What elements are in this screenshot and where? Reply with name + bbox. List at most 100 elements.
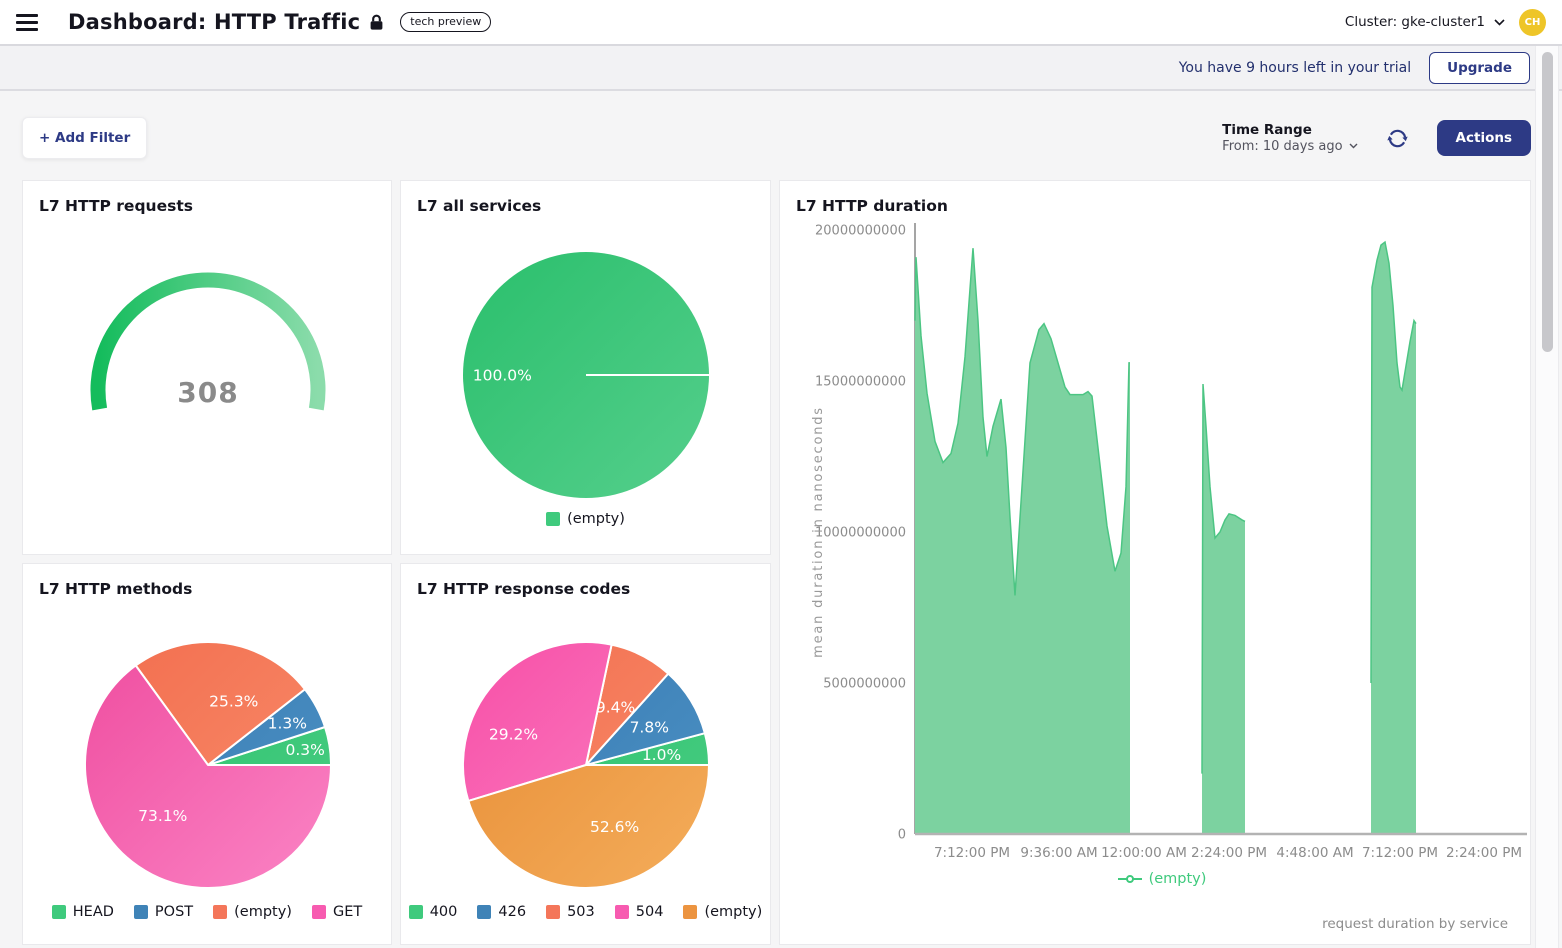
avatar[interactable]: CH [1519,8,1546,36]
legend-item[interactable]: (empty) [546,511,625,527]
legend-item[interactable]: 400 [408,904,458,920]
legend-item[interactable]: (empty) [213,904,292,920]
legend-swatch [133,905,148,919]
lock-icon [369,14,384,31]
tech-preview-badge: tech preview [400,12,492,32]
legend-label: 400 [429,904,458,920]
svg-text:52.6%: 52.6% [590,818,639,836]
panel-http-methods: L7 HTTP methods 0.3% 1.3% 25.3% 73.1% HEAD P… [22,563,392,945]
svg-text:15000000000: 15000000000 [815,375,906,390]
svg-text:4:48:00 AM: 4:48:00 AM [1276,845,1353,861]
svg-text:0: 0 [898,828,906,843]
legend-item[interactable]: (empty) [683,904,762,920]
svg-text:1.0%: 1.0% [642,746,681,764]
svg-text:25.3%: 25.3% [209,693,258,711]
page-title: Dashboard: HTTP Traffic [68,10,361,34]
dashboard-grid: L7 HTTP requests 308 L7 all services 100… [22,180,1562,945]
svg-text:0.3%: 0.3% [285,741,324,759]
legend-item[interactable]: POST [133,904,194,920]
cluster-label: Cluster: gke-cluster1 [1344,14,1485,30]
svg-text:308: 308 [177,376,238,409]
panel-http-requests: L7 HTTP requests 308 [22,180,392,555]
legend-swatch [51,905,66,919]
legend-label: 504 [635,904,664,920]
legend-item[interactable]: 504 [614,904,664,920]
chart-legend: (empty) [417,511,754,527]
panel-title: L7 all services [417,197,542,215]
panel-title: L7 HTTP requests [39,197,193,215]
chart-footnote: request duration by service [1322,916,1508,932]
chevron-down-icon [1494,18,1505,26]
chevron-down-icon [1349,143,1358,149]
legend-label: GET [332,904,363,920]
pie-chart-http-methods: 0.3% 1.3% 25.3% 73.1% [84,641,332,889]
scrollbar-track[interactable] [1535,46,1559,948]
legend-swatch [546,905,561,919]
svg-text:10000000000: 10000000000 [815,526,906,541]
svg-text:73.1%: 73.1% [138,807,187,825]
trial-message: You have 9 hours left in your trial [1178,59,1412,76]
svg-text:5000000000: 5000000000 [823,677,906,692]
cluster-selector[interactable]: Cluster: gke-cluster1 [1345,14,1505,30]
actions-button[interactable]: Actions [1436,120,1531,156]
chart-legend: HEAD POST (empty) GET [39,904,375,920]
filter-toolbar: + Add Filter Time Range From: 10 days ag… [22,117,1562,159]
legend-swatch [311,905,326,919]
panel-title: L7 HTTP response codes [417,580,631,598]
upgrade-button[interactable]: Upgrade [1429,51,1530,84]
legend-item[interactable]: (empty) [1117,871,1207,887]
svg-text:29.2%: 29.2% [489,726,538,744]
trial-banner: You have 9 hours left in your trial Upgr… [0,44,1562,91]
svg-text:2:24:00 PM: 2:24:00 PM [1191,845,1267,861]
svg-text:mean duration in nanoseconds: mean duration in nanoseconds [811,406,826,658]
svg-text:9:36:00 AM: 9:36:00 AM [1020,845,1097,861]
chart-legend: (empty) [796,871,1528,887]
panel-title: L7 HTTP duration [796,197,948,215]
legend-item[interactable]: GET [311,904,363,920]
svg-text:2:24:00 PM: 2:24:00 PM [1446,845,1522,861]
panel-all-services: L7 all services 100.0% (empty) [400,180,771,555]
legend-swatch [477,905,492,919]
time-range-value: From: 10 days ago [1222,138,1343,154]
svg-text:1.3%: 1.3% [268,714,307,732]
panel-title: L7 HTTP methods [39,580,193,598]
legend-item[interactable]: 503 [546,904,595,920]
svg-text:100.0%: 100.0% [473,367,532,385]
panel-response-codes: L7 HTTP response codes 1.0% 7.8% 9.4% 29.2%… [400,563,771,945]
legend-swatch [683,905,698,919]
svg-text:20000000000: 20000000000 [815,224,906,239]
legend-label: (empty) [1148,871,1207,887]
svg-text:7.8%: 7.8% [630,718,669,736]
main-content: + Add Filter Time Range From: 10 days ag… [0,91,1562,945]
legend-item[interactable]: 426 [477,904,526,920]
legend-label: 503 [567,904,595,920]
scrollbar-thumb[interactable] [1542,52,1553,352]
chart-legend: 400 426 503 504 (empty) [408,904,762,920]
pie-chart-all-services: 100.0% [463,252,709,498]
pie-chart-response-codes: 1.0% 7.8% 9.4% 29.2% 52.6% [462,641,710,889]
svg-text:7:12:00 PM: 7:12:00 PM [934,845,1010,861]
refresh-icon[interactable] [1386,127,1409,150]
legend-label: 426 [498,904,527,920]
legend-swatch [546,512,561,526]
legend-label: POST [154,904,194,920]
legend-swatch [213,905,228,919]
legend-label: HEAD [72,904,114,920]
legend-line-marker [1117,875,1142,883]
time-range-selector[interactable]: Time Range From: 10 days ago [1222,122,1358,154]
svg-text:7:12:00 PM: 7:12:00 PM [1362,845,1438,861]
legend-item[interactable]: HEAD [51,904,114,920]
time-range-label: Time Range [1222,122,1312,139]
legend-swatch [614,905,629,919]
legend-swatch [408,905,423,919]
add-filter-button[interactable]: + Add Filter [22,117,148,159]
legend-label: (empty) [567,511,625,527]
gauge-chart: 308 [90,272,326,411]
svg-text:12:00:00 AM: 12:00:00 AM [1101,845,1187,861]
area-chart-http-duration: 20000000000 15000000000 10000000000 5000000… [811,223,1527,861]
legend-label: (empty) [704,904,763,920]
menu-icon[interactable] [16,12,42,32]
panel-http-duration: L7 HTTP duration 20000000000 15000000000 1… [779,180,1531,945]
svg-text:9.4%: 9.4% [596,698,635,716]
legend-label: (empty) [234,904,292,920]
